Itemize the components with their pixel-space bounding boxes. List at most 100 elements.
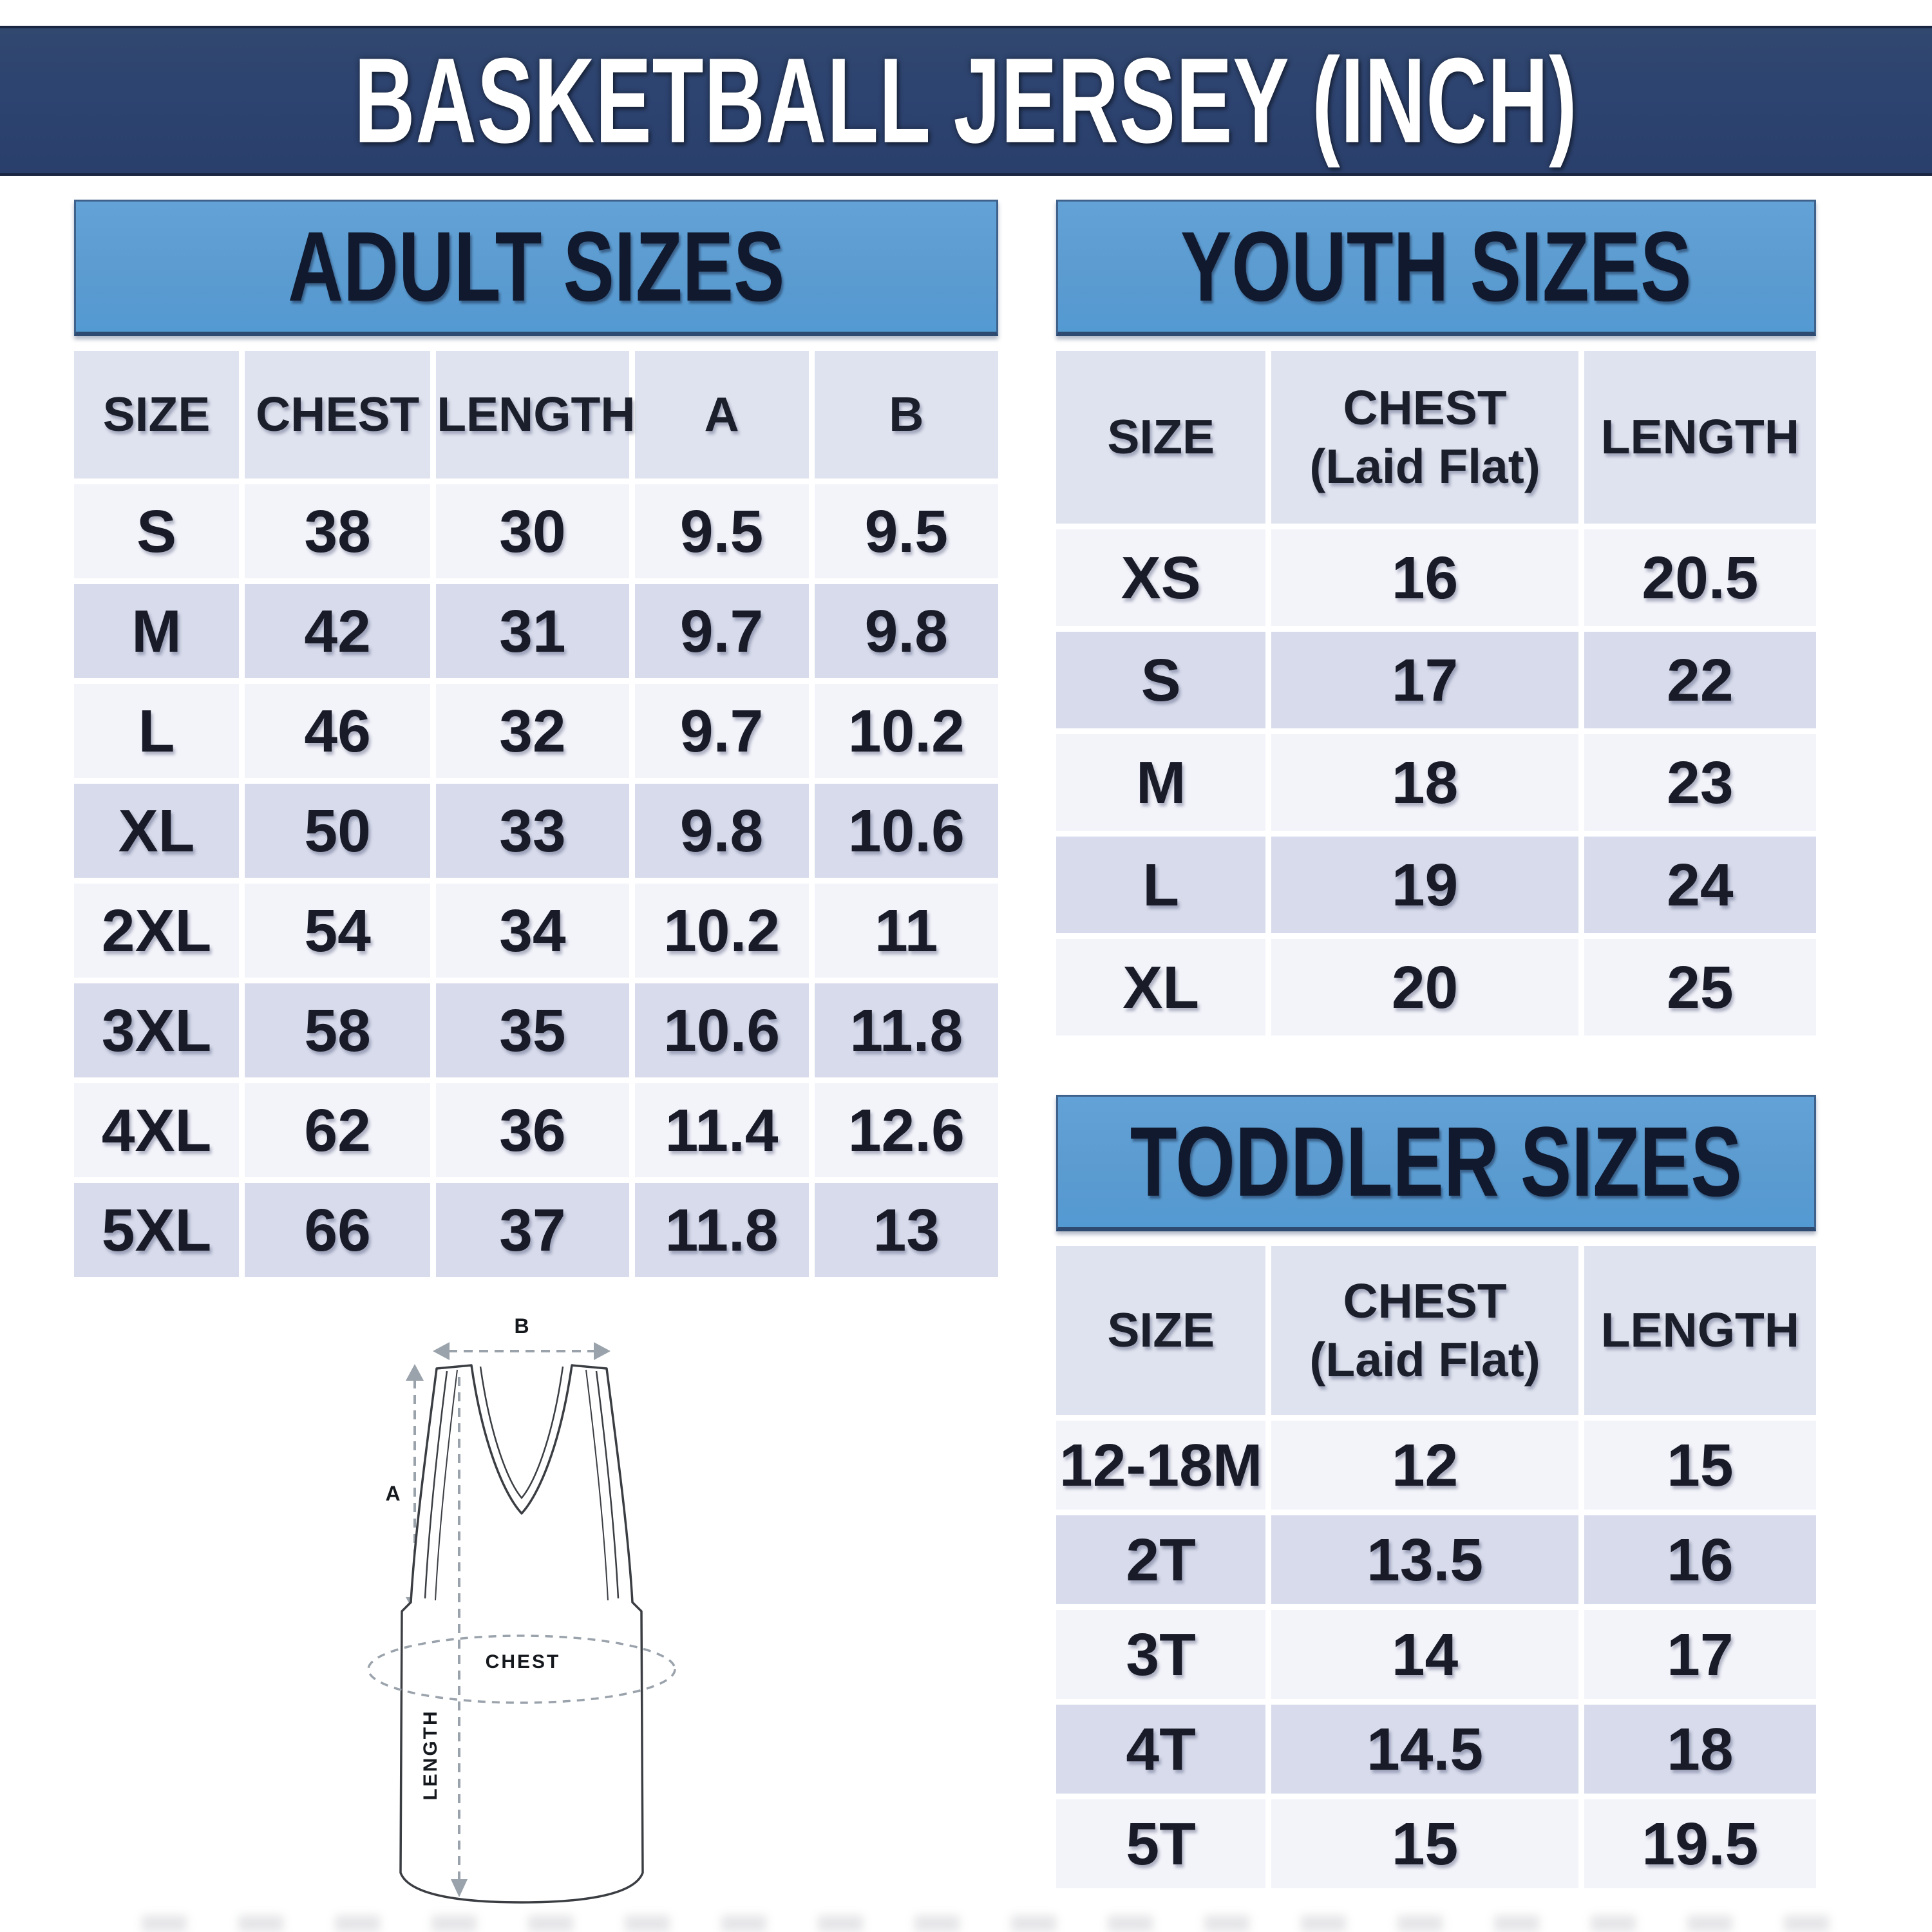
table-cell: 13.5 [1271, 1515, 1578, 1604]
table-row: 4T 14.5 18 [1056, 1705, 1816, 1794]
table-cell: 13 [814, 1183, 998, 1277]
table-cell: M [1056, 734, 1266, 831]
table-row: XL 20 25 [1056, 939, 1816, 1036]
table-cell: 14.5 [1271, 1705, 1578, 1794]
column-header-size: SIZE [1056, 351, 1266, 524]
table-row: 2T 13.5 16 [1056, 1515, 1816, 1604]
table-cell: XS [1056, 529, 1266, 626]
table-cell: 54 [245, 884, 431, 978]
jersey-outline [399, 1364, 644, 1904]
table-cell: 23 [1584, 734, 1816, 831]
table-header-row: SIZE CHEST (Laid Flat) LENGTH [1056, 351, 1816, 524]
column-header-length: LENGTH [1584, 351, 1816, 524]
table-cell: 58 [245, 983, 431, 1077]
table-row: 5T 15 19.5 [1056, 1799, 1816, 1888]
table-cell: 24 [1584, 837, 1816, 933]
measure-b-label: B [514, 1314, 529, 1338]
table-row: 4XL 62 36 11.4 12.6 [74, 1083, 998, 1177]
table-cell: 9.7 [634, 684, 809, 778]
column-header-length: LENGTH [436, 351, 636, 478]
table-cell: 10.6 [814, 784, 998, 878]
table-cell: 12.6 [814, 1083, 998, 1177]
column-header-chest: CHEST [245, 351, 431, 478]
table-cell: 9.8 [634, 784, 809, 878]
table-cell: 9.8 [814, 584, 998, 678]
column-header-size: SIZE [74, 351, 240, 478]
table-cell: 2T [1056, 1515, 1266, 1604]
table-cell: L [1056, 837, 1266, 933]
table-row: L 46 32 9.7 10.2 [74, 684, 998, 778]
table-row: XL 50 33 9.8 10.6 [74, 784, 998, 878]
table-cell: 15 [1271, 1799, 1578, 1888]
measure-chest-ellipse: CHEST [367, 1634, 676, 1704]
table-cell: 11.4 [634, 1083, 809, 1177]
table-row: S 38 30 9.5 9.5 [74, 484, 998, 578]
table-cell: 66 [245, 1183, 431, 1277]
table-cell: 11 [814, 884, 998, 978]
column-header-chest: CHEST (Laid Flat) [1271, 1246, 1578, 1415]
table-cell: 31 [436, 584, 629, 678]
column-header-a: A [634, 351, 809, 478]
table-cell: 25 [1584, 939, 1816, 1036]
youth-sizes-panel: YOUTH SIZES SIZE CHEST (Laid Flat) LENGT… [1056, 200, 1816, 1041]
table-cell: 62 [245, 1083, 431, 1177]
table-cell: 14 [1271, 1610, 1578, 1699]
table-cell: 17 [1584, 1610, 1816, 1699]
table-cell: 46 [245, 684, 431, 778]
measure-chest-label: CHEST [486, 1651, 561, 1672]
table-header-row: SIZE CHEST LENGTH A B [74, 351, 998, 478]
table-cell: 12-18M [1056, 1421, 1266, 1510]
table-cell: 50 [245, 784, 431, 878]
table-cell: 3XL [74, 983, 240, 1077]
table-cell: 4T [1056, 1705, 1266, 1794]
table-cell: 11.8 [814, 983, 998, 1077]
table-cell: 10.6 [634, 983, 809, 1077]
table-cell: 16 [1271, 529, 1578, 626]
toddler-sizes-panel: TODDLER SIZES SIZE CHEST (Laid Flat) LEN… [1056, 1095, 1816, 1894]
column-header-b: B [814, 351, 998, 478]
table-cell: 22 [1584, 632, 1816, 728]
table-cell: 20 [1271, 939, 1578, 1036]
artifact-noise [142, 1915, 1855, 1932]
table-cell: 18 [1584, 1705, 1816, 1794]
title-bar: BASKETBALL JERSEY (INCH) [0, 26, 1932, 176]
jersey-diagram-svg: B A [367, 1314, 676, 1904]
toddler-sizes-heading: TODDLER SIZES [1056, 1095, 1816, 1231]
table-row: 12-18M 12 15 [1056, 1421, 1816, 1510]
table-row: L 19 24 [1056, 837, 1816, 933]
measure-b-arrow [433, 1342, 611, 1360]
table-cell: 20.5 [1584, 529, 1816, 626]
table-cell: 4XL [74, 1083, 240, 1177]
page-title: BASKETBALL JERSEY (INCH) [354, 32, 1578, 169]
table-cell: 35 [436, 983, 629, 1077]
table-cell: 10.2 [814, 684, 998, 778]
table-cell: 36 [436, 1083, 629, 1177]
table-cell: 9.5 [814, 484, 998, 578]
table-cell: 2XL [74, 884, 240, 978]
youth-sizes-table: SIZE CHEST (Laid Flat) LENGTH XS 16 20.5 S 1… [1050, 345, 1822, 1041]
table-row: 3XL 58 35 10.6 11.8 [74, 983, 998, 1077]
table-cell: 32 [436, 684, 629, 778]
adult-sizes-heading: ADULT SIZES [74, 200, 998, 336]
column-header-size: SIZE [1056, 1246, 1266, 1415]
table-row: M 42 31 9.7 9.8 [74, 584, 998, 678]
table-cell: 34 [436, 884, 629, 978]
table-cell: 5T [1056, 1799, 1266, 1888]
table-cell: 19.5 [1584, 1799, 1816, 1888]
measure-length-arrow [451, 1377, 468, 1897]
toddler-sizes-table: SIZE CHEST (Laid Flat) LENGTH 12-18M 12 15… [1050, 1240, 1822, 1894]
table-cell: 15 [1584, 1421, 1816, 1510]
table-row: M 18 23 [1056, 734, 1816, 831]
table-cell: 19 [1271, 837, 1578, 933]
measure-a-label: A [385, 1482, 400, 1505]
table-cell: 16 [1584, 1515, 1816, 1604]
table-cell: 42 [245, 584, 431, 678]
toddler-sizes-heading-text: TODDLER SIZES [1130, 1106, 1742, 1217]
column-header-chest: CHEST (Laid Flat) [1271, 351, 1578, 524]
table-cell: XL [1056, 939, 1266, 1036]
table-cell: 12 [1271, 1421, 1578, 1510]
table-cell: 33 [436, 784, 629, 878]
table-cell: 10.2 [634, 884, 809, 978]
table-cell: 37 [436, 1183, 629, 1277]
